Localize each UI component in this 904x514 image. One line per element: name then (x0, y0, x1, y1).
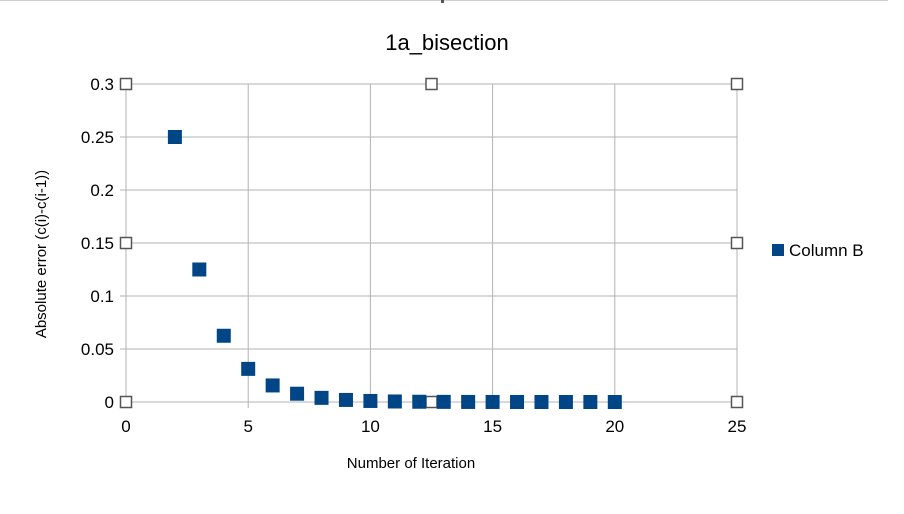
y-tick-label: 0.05 (81, 340, 114, 359)
data-point (461, 394, 476, 409)
selection-handle[interactable] (730, 77, 744, 91)
x-tick-label: 20 (605, 417, 624, 436)
y-tick-label: 0.3 (90, 75, 114, 94)
x-tick-labels: 0 5 10 15 20 25 (121, 417, 746, 436)
selection-handle[interactable] (119, 395, 133, 409)
y-axis-label: Absolute error (c(i)-c(i-1)) (33, 170, 50, 338)
data-point (558, 394, 573, 409)
data-point (583, 394, 598, 409)
data-point (290, 386, 305, 401)
chart-title: 1a_bisection (385, 30, 509, 55)
selection-handle[interactable] (119, 236, 133, 250)
selection-handle[interactable] (425, 395, 438, 409)
x-tick-label: 25 (728, 417, 747, 436)
y-tick-label: 0.15 (81, 234, 114, 253)
grid-lines (120, 83, 738, 408)
y-tick-label: 0.2 (90, 181, 114, 200)
selection-handle[interactable] (730, 395, 744, 409)
data-point (216, 328, 231, 343)
data-point (436, 394, 451, 409)
data-point (167, 130, 182, 144)
data-point (412, 394, 427, 409)
data-point (387, 394, 402, 409)
y-tick-label: 0 (105, 393, 114, 412)
x-tick-label: 10 (361, 417, 380, 436)
data-point (607, 394, 622, 409)
x-tick-label: 15 (483, 417, 502, 436)
data-point (338, 392, 353, 407)
top-tick-mark (441, 0, 444, 3)
selection-handle[interactable] (730, 236, 744, 250)
data-point (363, 393, 378, 408)
selection-handle[interactable] (119, 77, 133, 91)
x-tick-label: 0 (121, 417, 130, 436)
data-point (241, 361, 256, 376)
x-axis-label: Number of Iteration (347, 455, 475, 472)
legend-swatch-column-b (772, 244, 784, 256)
top-border (0, 0, 888, 1)
y-tick-label: 0.1 (90, 287, 114, 306)
data-point (265, 378, 280, 393)
data-point (510, 394, 525, 409)
selection-handle[interactable] (425, 77, 438, 91)
data-point (485, 394, 500, 409)
legend: Column B (772, 241, 864, 260)
data-point (192, 262, 207, 277)
x-tick-label: 5 (243, 417, 252, 436)
y-tick-labels: 0 0.05 0.1 0.15 0.2 0.25 0.3 (81, 75, 114, 412)
y-tick-label: 0.25 (81, 128, 114, 147)
data-point (314, 390, 329, 405)
legend-label-column-b: Column B (789, 241, 864, 260)
data-point (534, 394, 549, 409)
data-points (167, 130, 622, 409)
